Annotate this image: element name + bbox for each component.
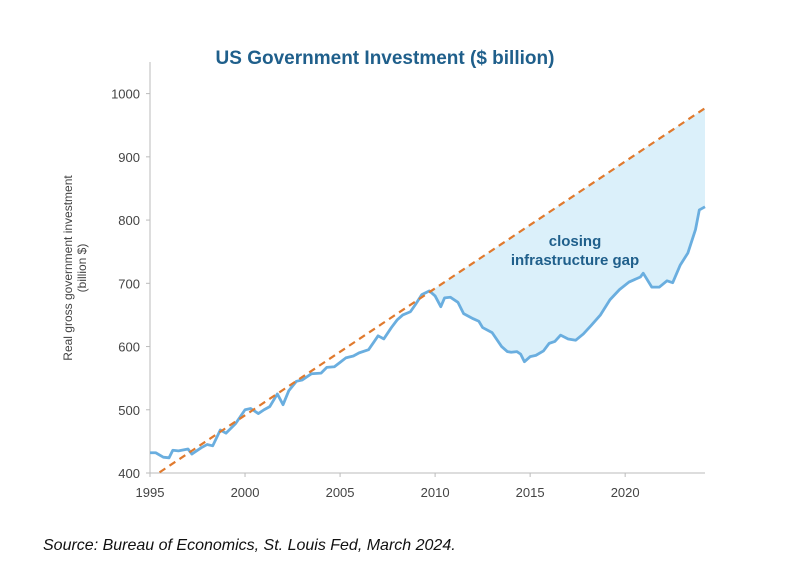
y-tick-label: 600 [118,340,140,355]
source: Source: Bureau of Economics, St. Louis F… [43,537,456,554]
x-tick-label: 2005 [326,485,355,500]
y-tick-label: 400 [118,466,140,481]
x-tick-label: 2015 [516,485,545,500]
y-axis-label: Real gross government investment [61,175,75,361]
x-tick-label: 2000 [231,485,260,500]
y-axis-label: (billion $) [75,244,89,293]
y-tick-label: 900 [118,150,140,165]
y-tick-label: 1000 [111,87,140,102]
y-tick-label: 700 [118,276,140,291]
x-tick-label: 2020 [611,485,640,500]
data-line [150,205,706,460]
gap-area [429,108,705,362]
x-tick-label: 1995 [136,485,165,500]
chart-title: US Government Investment ($ billion) [216,48,555,69]
annotation: infrastructure gap [511,252,639,269]
y-tick-label: 800 [118,213,140,228]
x-tick-label: 2010 [421,485,450,500]
annotation: closing [549,233,602,250]
trend-line [158,107,706,474]
y-tick-label: 500 [118,403,140,418]
